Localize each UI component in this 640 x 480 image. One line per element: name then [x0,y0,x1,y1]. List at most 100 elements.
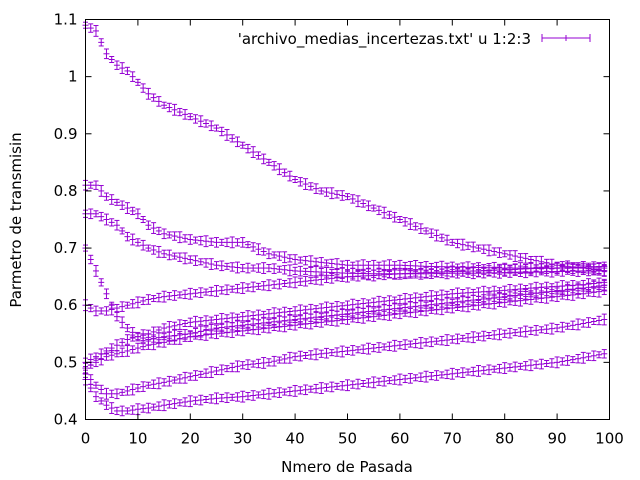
data-point [459,265,466,277]
data-point [229,134,236,143]
data-point [297,321,304,329]
data-point [313,348,320,361]
data-point [276,387,283,398]
data-point [433,370,440,381]
data-point [265,158,272,166]
data-point [470,366,477,377]
data-point [323,347,330,359]
data-point [402,293,409,305]
data-point [166,291,173,301]
data-point [396,341,403,350]
data-point [360,298,367,309]
data-point [161,228,168,240]
data-point [533,264,540,273]
data-point [134,208,141,220]
data-point [302,305,309,314]
data-point [328,349,335,357]
data-point [208,120,215,132]
data-point [218,238,225,246]
data-point [307,182,314,191]
data-point [103,192,110,201]
data-point [569,289,576,301]
data-point [370,343,377,353]
data-point [559,357,566,366]
data-point [375,342,382,353]
data-point [470,331,477,344]
data-point [150,379,157,389]
data-point [244,310,251,322]
data-point [113,198,120,206]
data-point [213,237,220,248]
data-point [575,318,582,331]
data-point [596,263,603,270]
data-point [569,320,576,331]
series-curve-9 [82,349,608,417]
data-point [365,299,372,307]
data-point [454,267,461,276]
data-point [548,293,555,302]
data-point [391,269,398,279]
y-tick-label: 0.8 [54,182,78,200]
data-point [119,338,126,347]
data-point [349,380,356,389]
data-point [527,262,534,275]
data-point [559,292,566,300]
data-point [255,391,262,399]
data-point [250,281,257,293]
data-point [590,350,597,362]
data-point [119,301,126,312]
data-point [192,255,199,266]
data-point [580,319,587,328]
data-point [155,245,162,258]
x-tick-label: 20 [181,430,200,448]
data-point [255,358,262,369]
data-point [334,347,341,357]
data-point [370,269,377,282]
data-point [134,333,141,341]
x-axis-ticks: 0 10 20 30 40 50 60 70 80 90 100 [81,19,624,448]
data-point [161,323,168,333]
data-point [564,290,571,301]
data-point [197,287,204,298]
data-point [155,377,162,390]
data-point [208,237,215,246]
data-point [302,352,309,359]
data-point [465,300,472,313]
data-point [113,219,120,231]
data-point [234,392,241,402]
data-point [370,204,377,212]
data-point [281,306,288,318]
data-point [323,259,330,267]
data-point [506,363,513,372]
data-point [292,254,299,265]
data-point [166,249,173,261]
data-point [239,237,246,248]
data-point [433,291,440,300]
data-point [554,356,561,369]
data-point [575,290,582,299]
data-point [449,238,456,246]
data-point [108,56,115,63]
data-point [354,260,361,270]
data-point [239,361,246,370]
data-point [501,362,508,374]
data-point [491,297,498,310]
data-point [223,129,230,141]
data-point [386,270,393,278]
data-point [244,391,251,401]
data-point [375,312,382,320]
data-point [349,272,356,281]
data-point [161,337,168,348]
x-tick-label: 60 [390,430,409,448]
data-point [176,291,183,299]
data-point [129,345,136,354]
data-point [119,62,126,74]
data-point [250,242,257,252]
data-point [113,303,120,313]
data-point [407,268,414,279]
data-point [365,342,372,355]
data-point [375,377,382,386]
data-point [344,346,351,356]
data-point [307,385,314,393]
data-point [286,321,293,330]
